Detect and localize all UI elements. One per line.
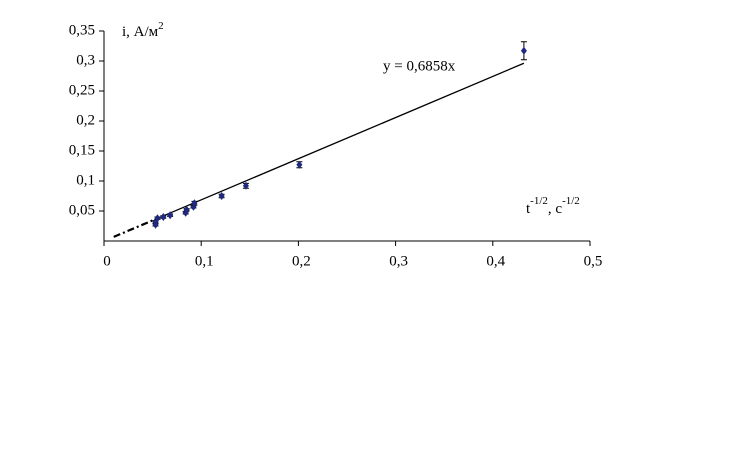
x-tick-label: 0,5 bbox=[584, 253, 603, 269]
point bbox=[183, 205, 190, 214]
x-axis-title: t-1/2, c-1/2 bbox=[526, 195, 580, 218]
trendline-forecast bbox=[113, 218, 156, 238]
point bbox=[218, 192, 225, 200]
x-axis-title-text: , c bbox=[548, 201, 563, 217]
point bbox=[296, 160, 303, 169]
x-tick-label: 0,4 bbox=[486, 253, 505, 269]
y-tick-label: 0,05 bbox=[69, 202, 95, 218]
x-axis-title-text: t bbox=[526, 201, 531, 217]
y-tick-label: 0,2 bbox=[76, 112, 95, 128]
y-tick-label: 0,15 bbox=[69, 142, 95, 158]
point bbox=[242, 181, 249, 190]
point bbox=[520, 46, 527, 55]
point bbox=[154, 214, 161, 223]
x-tick-label: 0,3 bbox=[389, 253, 408, 269]
y-axis-title-sup: 2 bbox=[158, 20, 164, 32]
y-tick-label: 0,1 bbox=[76, 172, 95, 188]
x-tick-label: 0 bbox=[103, 253, 111, 269]
trendline bbox=[155, 62, 525, 220]
point bbox=[160, 213, 167, 221]
x-axis-title-sup: -1/2 bbox=[562, 195, 580, 207]
y-axis-title-text: i, А/м bbox=[122, 24, 159, 40]
x-tick-label: 0,1 bbox=[195, 253, 214, 269]
y-tick-label: 0,25 bbox=[69, 82, 95, 98]
point bbox=[167, 211, 174, 220]
y-axis-title: i, А/м2 bbox=[122, 20, 164, 41]
trendline-label: y = 0,6858x bbox=[383, 58, 456, 74]
y-tick-label: 0,3 bbox=[76, 52, 95, 68]
point bbox=[191, 199, 198, 208]
x-tick-label: 0,2 bbox=[292, 253, 311, 269]
y-tick-label: 0,35 bbox=[69, 22, 95, 38]
x-axis-title-sup: -1/2 bbox=[530, 195, 548, 207]
